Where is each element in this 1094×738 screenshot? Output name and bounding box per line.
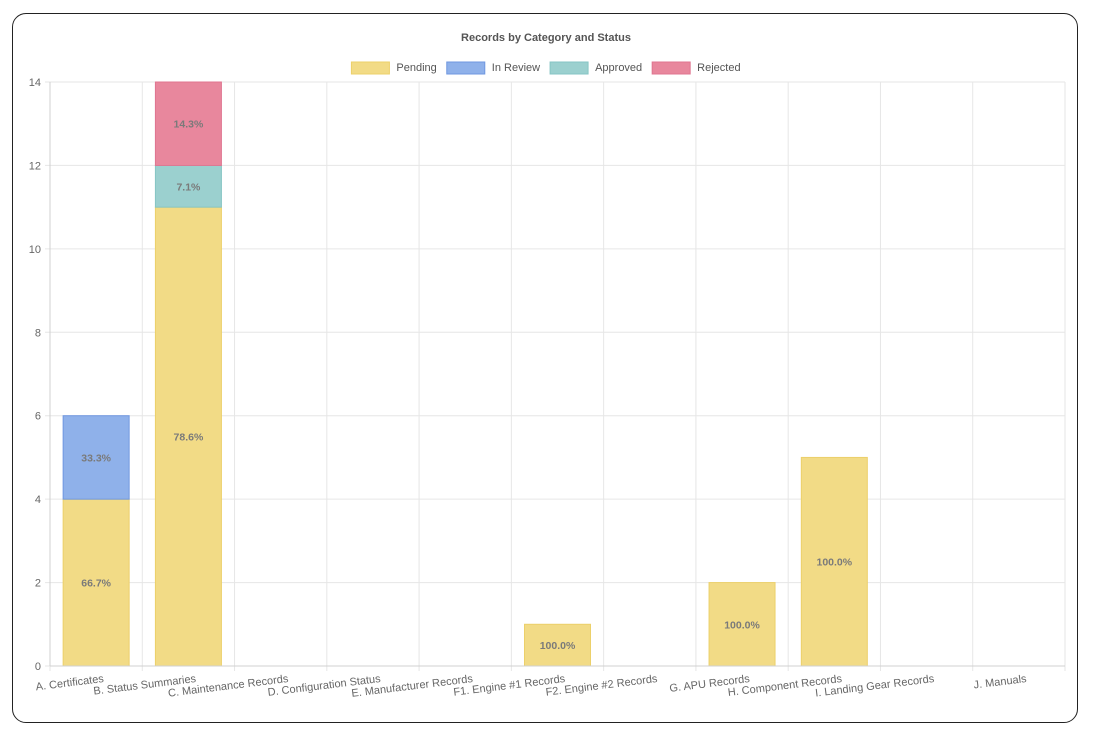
chart-legend: Pending In Review Approved Rejected — [350, 61, 741, 75]
data-label: 100.0% — [540, 640, 576, 652]
y-tick-label: 0 — [35, 661, 41, 673]
x-tick-label: J. Manuals — [973, 673, 1028, 691]
legend-item-in-review[interactable]: In Review — [446, 61, 540, 75]
legend-item-rejected[interactable]: Rejected — [651, 61, 741, 75]
y-tick-label: 2 — [35, 578, 41, 590]
legend-swatch — [651, 61, 691, 75]
data-label: 78.6% — [174, 432, 204, 444]
data-labels: 66.7% 33.3% 78.6% 7.1% 14.3% 100.0% 100.0% 100.… — [81, 119, 853, 652]
legend-label: Pending — [396, 62, 436, 74]
y-tick-label: 12 — [29, 160, 41, 172]
data-label: 7.1% — [176, 181, 201, 193]
y-tick-label: 10 — [29, 244, 41, 256]
data-label: 66.7% — [81, 578, 111, 590]
y-tick-label: 14 — [29, 77, 41, 89]
data-label: 14.3% — [174, 119, 204, 131]
bar-a-certificates-pending[interactable] — [62, 498, 130, 667]
data-label: 100.0% — [817, 557, 853, 569]
legend-swatch — [446, 61, 486, 75]
legend-label: Approved — [595, 62, 642, 74]
bar-a-certificates-in-review[interactable] — [62, 415, 130, 500]
legend-swatch — [350, 61, 390, 75]
bars — [62, 81, 868, 667]
bar-b-status-summaries-pending[interactable] — [154, 206, 222, 667]
chart-title: Records by Category and Status — [461, 32, 631, 44]
bar-g-apu-records-pending[interactable] — [708, 582, 776, 667]
y-tick-label: 8 — [35, 327, 41, 339]
y-tick-label: 4 — [35, 494, 41, 506]
bar-b-status-summaries-rejected[interactable] — [154, 81, 222, 166]
bar-b-status-summaries-approved[interactable] — [154, 164, 222, 208]
y-axis: 0 2 4 6 8 10 12 14 — [29, 77, 51, 673]
legend-label: In Review — [492, 62, 540, 74]
bar-h-component-records-pending[interactable] — [800, 456, 868, 667]
data-label: 100.0% — [724, 619, 760, 631]
legend-item-approved[interactable]: Approved — [549, 61, 642, 75]
y-tick-label: 6 — [35, 411, 41, 423]
data-label: 33.3% — [81, 452, 111, 464]
legend-label: Rejected — [697, 62, 740, 74]
legend-item-pending[interactable]: Pending — [350, 61, 437, 75]
legend-swatch — [549, 61, 589, 75]
bar-f1-engine-1-records-pending[interactable] — [524, 623, 591, 667]
